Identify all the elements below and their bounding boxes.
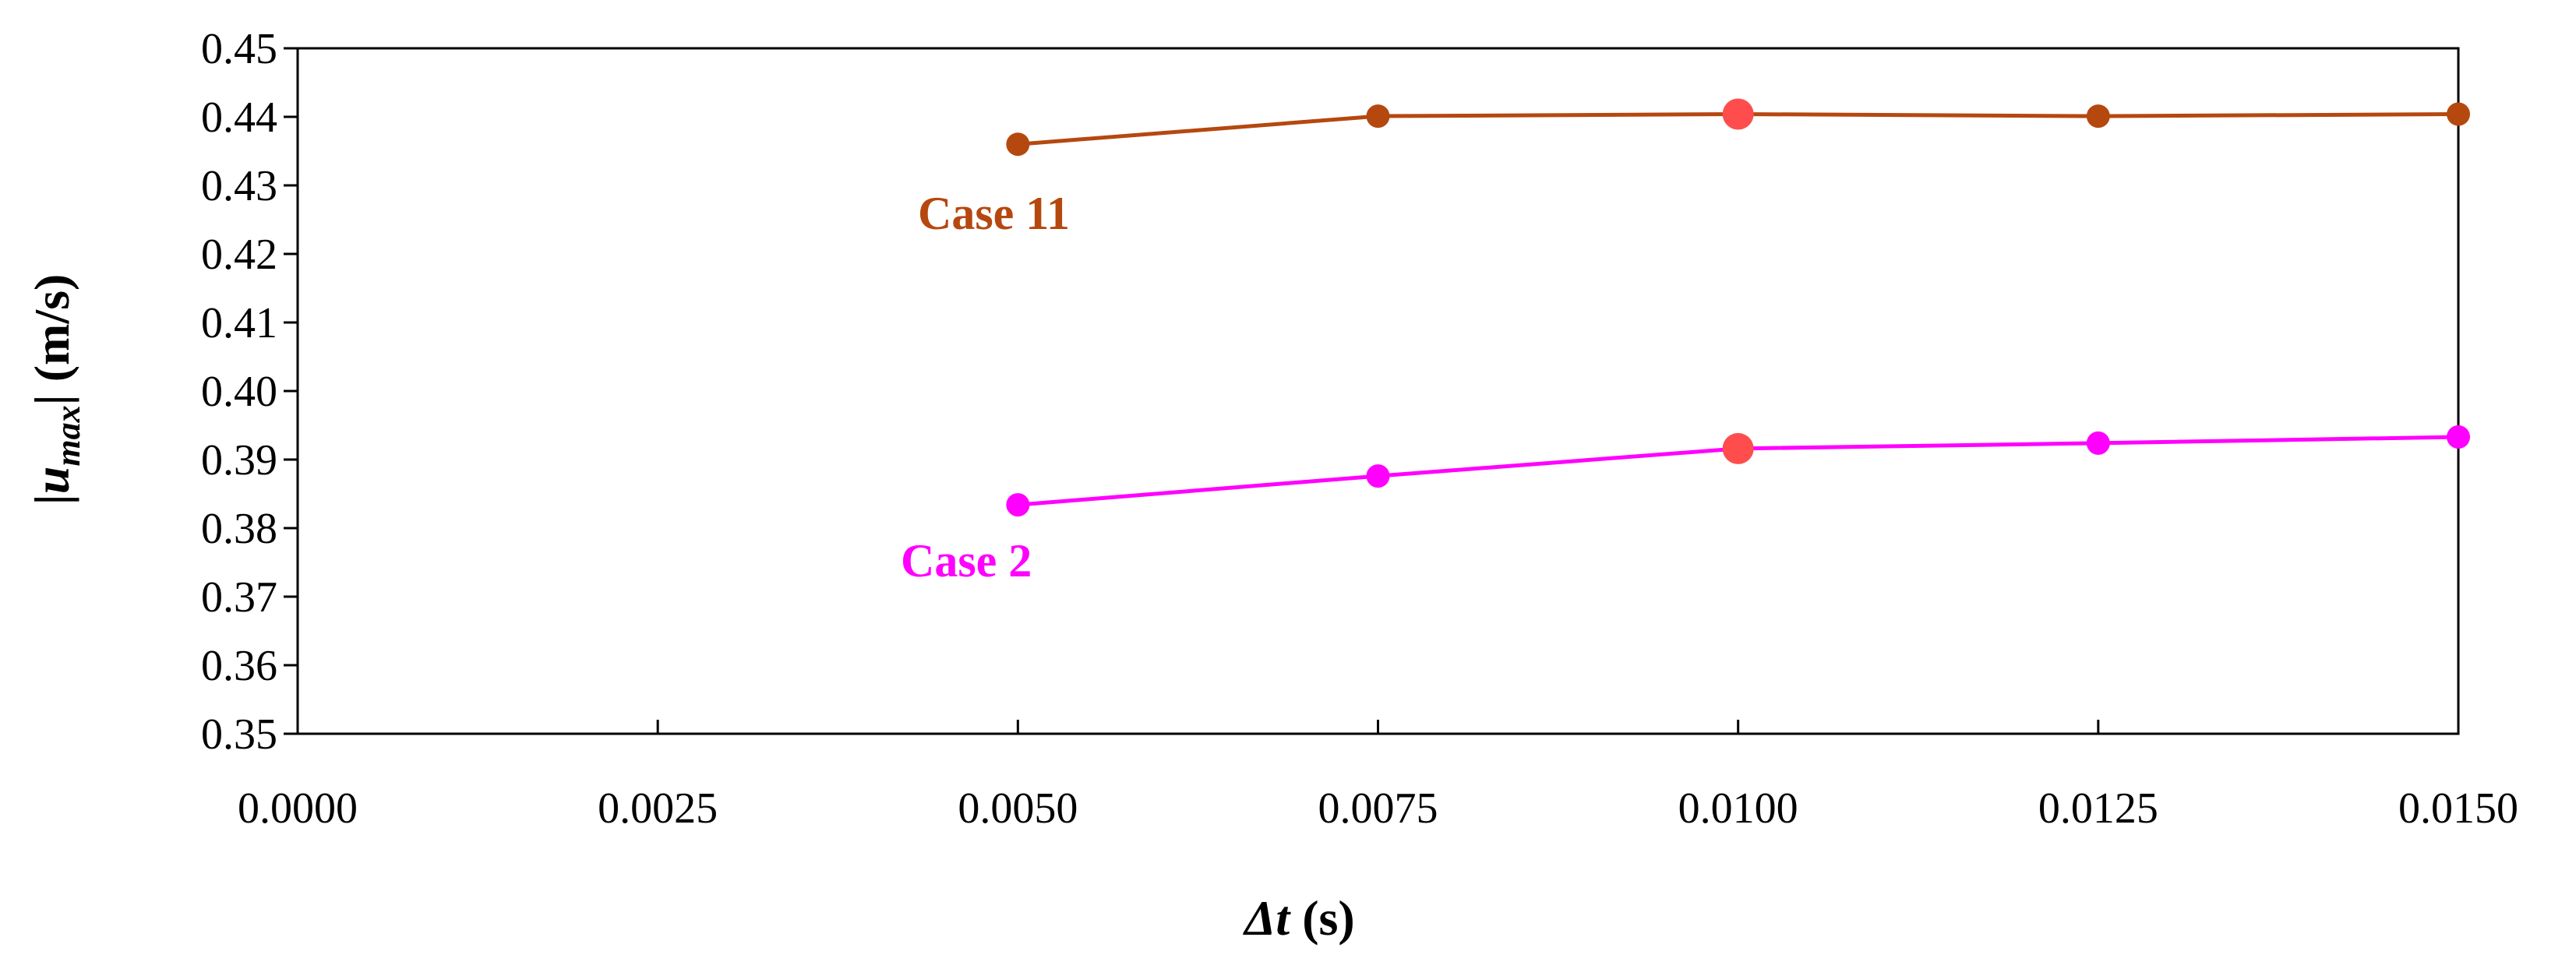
y-tick-label: 0.38 xyxy=(201,505,277,553)
data-point-case-11 xyxy=(1366,104,1390,129)
y-axis-title-unit: (m/s) xyxy=(24,274,79,395)
y-axis-title-subscript: max xyxy=(49,405,87,466)
y-tick-label: 0.42 xyxy=(201,231,277,279)
data-point-case-11 xyxy=(1006,132,1030,157)
y-axis-title: |umax| (m/s) xyxy=(24,274,87,506)
y-axis-title-bar-left: | xyxy=(24,494,79,505)
y-tick-label: 0.41 xyxy=(201,299,277,347)
x-axis-title-unit: (s) xyxy=(1290,890,1355,946)
y-tick-label: 0.39 xyxy=(201,436,277,484)
y-tick-label: 0.43 xyxy=(201,162,277,210)
data-point-case-2 xyxy=(2447,425,2470,449)
x-axis-title-symbol: Δt xyxy=(1242,890,1291,946)
x-tick-label: 0.0025 xyxy=(598,784,718,833)
y-tick-label: 0.40 xyxy=(201,368,277,416)
x-tick-label: 0.0050 xyxy=(958,784,1078,833)
y-tick-label: 0.45 xyxy=(201,25,277,73)
x-tick-label: 0.0125 xyxy=(2038,784,2158,833)
data-point-case-2 xyxy=(1366,464,1390,488)
data-point-case-2 xyxy=(1006,493,1030,517)
x-tick-label: 0.0100 xyxy=(1678,784,1798,833)
y-axis-title-symbol: u xyxy=(24,467,79,495)
x-tick-label: 0.0150 xyxy=(2398,784,2518,833)
x-tick-label: 0.0000 xyxy=(238,784,358,833)
series-label-case-2: Case 2 xyxy=(901,535,1032,587)
y-tick-label: 0.36 xyxy=(201,642,277,690)
x-axis-ticks: 0.0000 0.0025 0.0050 0.0075 0.0100 0.0125 0.01… xyxy=(238,720,2518,833)
plot-frame xyxy=(296,47,2460,735)
data-point-case-11 xyxy=(2447,102,2470,126)
data-point-case-11 xyxy=(2086,104,2110,129)
y-tick-label: 0.37 xyxy=(201,573,277,622)
series-layer xyxy=(1006,98,2470,517)
y-tick-label: 0.35 xyxy=(201,710,277,759)
data-point-case-11 xyxy=(1722,98,1754,130)
y-axis-ticks: 0.35 0.36 0.37 0.38 0.39 0.40 0.41 0.42 0.43 0.44… xyxy=(201,25,298,759)
data-point-case-2 xyxy=(1722,432,1754,464)
series-label-case-11: Case 11 xyxy=(918,188,1070,239)
y-tick-label: 0.44 xyxy=(201,93,277,142)
x-tick-label: 0.0075 xyxy=(1318,784,1438,833)
x-axis-title: Δt (s) xyxy=(1242,890,1354,946)
data-point-case-2 xyxy=(2086,431,2110,455)
y-axis-title-bar-right: | xyxy=(24,394,79,405)
